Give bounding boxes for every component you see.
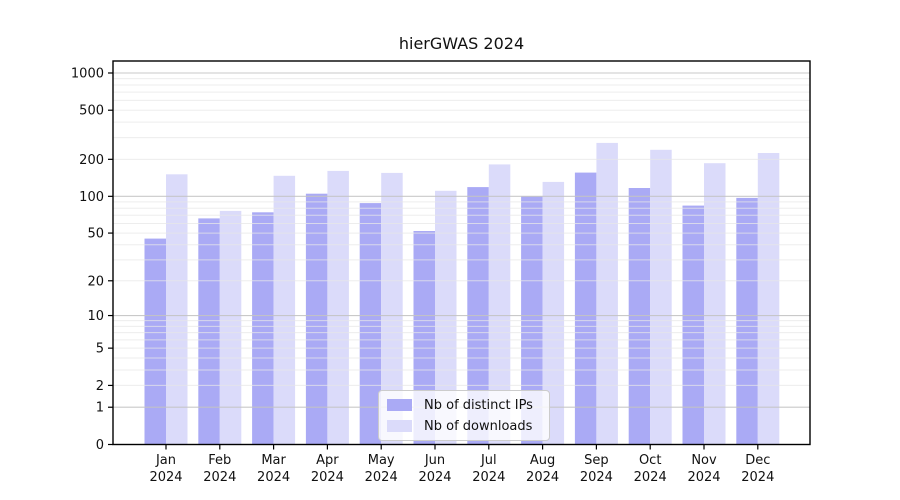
bar-downloads-7: [542, 181, 565, 445]
x-tick-label-month: Aug: [530, 453, 555, 468]
legend: Nb of distinct IPs Nb of downloads: [378, 390, 550, 441]
y-tick-label: 500: [79, 104, 104, 119]
y-tick-label: 20: [87, 274, 104, 289]
bar-downloads-11: [757, 153, 780, 445]
bar-distinct-ips-4: [359, 203, 382, 445]
x-tick-label-year: 2024: [472, 470, 505, 485]
x-tick-label-year: 2024: [203, 470, 236, 485]
x-tick-label-month: Feb: [208, 453, 231, 468]
bar-distinct-ips-0: [144, 238, 166, 445]
plot-frame: [112, 60, 811, 446]
bar-downloads-1: [219, 210, 242, 445]
legend-item-distinct-ips: Nb of distinct IPs: [387, 396, 533, 414]
bar-downloads-3: [327, 170, 349, 445]
x-tick-label-year: 2024: [365, 470, 398, 485]
x-tick-label-year: 2024: [149, 470, 182, 485]
x-tick-label-year: 2024: [634, 470, 667, 485]
legend-swatch-distinct-ips: [387, 399, 412, 411]
bar-downloads-8: [596, 142, 618, 445]
bar-distinct-ips-8: [574, 172, 597, 445]
x-tick-label-month: Oct: [639, 453, 661, 468]
x-tick-label-month: Sep: [584, 453, 609, 468]
bar-distinct-ips-10: [682, 205, 704, 445]
y-tick-label: 10: [87, 309, 104, 324]
chart-title: hierGWAS 2024: [398, 34, 525, 53]
x-tick-label-month: Apr: [316, 453, 339, 468]
bar-downloads-6: [488, 164, 511, 445]
x-tick-label-year: 2024: [580, 470, 613, 485]
bar-downloads-2: [273, 175, 296, 445]
x-tick-label-year: 2024: [526, 470, 559, 485]
x-tick-label-month: Jul: [480, 453, 497, 468]
bar-downloads-0: [166, 174, 188, 445]
x-tick-label-month: May: [368, 453, 395, 468]
y-tick-label: 1000: [71, 67, 104, 82]
x-tick-label-month: Jun: [424, 453, 445, 468]
bar-downloads-4: [381, 172, 403, 445]
y-tick-label: 0: [96, 438, 104, 453]
bar-downloads-9: [650, 149, 672, 445]
x-tick-label-month: Dec: [745, 453, 770, 468]
bar-distinct-ips-2: [252, 212, 274, 445]
y-tick-label: 50: [87, 227, 104, 242]
bar-distinct-ips-9: [628, 188, 651, 445]
y-tick-label: 100: [79, 190, 104, 205]
bar-downloads-10: [704, 163, 726, 445]
y-tick-label: 5: [96, 342, 104, 357]
legend-label-distinct-ips: Nb of distinct IPs: [424, 397, 533, 413]
y-tick-label: 1: [96, 401, 104, 416]
x-tick-label-year: 2024: [418, 470, 451, 485]
y-tick-label: 2: [96, 379, 104, 394]
legend-label-downloads: Nb of downloads: [424, 418, 533, 434]
bar-distinct-ips-3: [305, 193, 328, 445]
legend-item-downloads: Nb of downloads: [387, 417, 533, 435]
x-tick-label-year: 2024: [687, 470, 720, 485]
x-tick-label-month: Nov: [691, 453, 717, 468]
x-tick-label-month: Jan: [155, 453, 176, 468]
bar-distinct-ips-1: [198, 218, 220, 445]
y-tick-label: 200: [79, 153, 104, 168]
x-tick-label-year: 2024: [311, 470, 344, 485]
legend-swatch-downloads: [387, 420, 412, 432]
x-tick-label-year: 2024: [257, 470, 290, 485]
x-tick-label-month: Mar: [261, 453, 286, 468]
x-tick-label-year: 2024: [741, 470, 774, 485]
bar-downloads-5: [435, 190, 457, 445]
